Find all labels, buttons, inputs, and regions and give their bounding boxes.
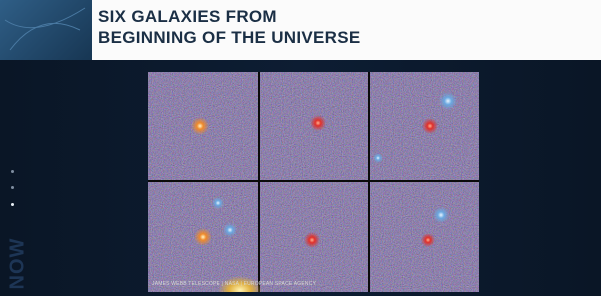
title-line: BEGINNING OF THE UNIVERSE bbox=[98, 28, 361, 48]
title-banner: SIX GALAXIES FROM BEGINNING OF THE UNIVE… bbox=[92, 0, 601, 60]
galaxy bbox=[433, 207, 449, 223]
title-line: SIX GALAXIES FROM bbox=[98, 7, 277, 27]
logo-pattern bbox=[0, 0, 92, 60]
nav-dot bbox=[11, 170, 14, 173]
galaxy bbox=[439, 92, 457, 110]
sidebar-label: NOW bbox=[6, 238, 29, 290]
nav-dot bbox=[11, 203, 14, 206]
galaxy bbox=[373, 153, 383, 163]
screen: SIX GALAXIES FROM BEGINNING OF THE UNIVE… bbox=[0, 0, 601, 296]
galaxy bbox=[212, 197, 224, 209]
galaxy bbox=[191, 117, 209, 135]
galaxy-image bbox=[148, 72, 479, 292]
logo bbox=[0, 0, 92, 60]
galaxy bbox=[194, 228, 212, 246]
galaxy bbox=[422, 118, 438, 134]
galaxy bbox=[310, 115, 326, 131]
galaxy bbox=[304, 232, 320, 248]
galaxy bbox=[223, 223, 237, 237]
nav-dot bbox=[11, 186, 14, 189]
galaxy bbox=[421, 233, 435, 247]
image-credit: JAMES WEBB TELESCOPE | NASA | EUROPEAN S… bbox=[152, 281, 316, 287]
